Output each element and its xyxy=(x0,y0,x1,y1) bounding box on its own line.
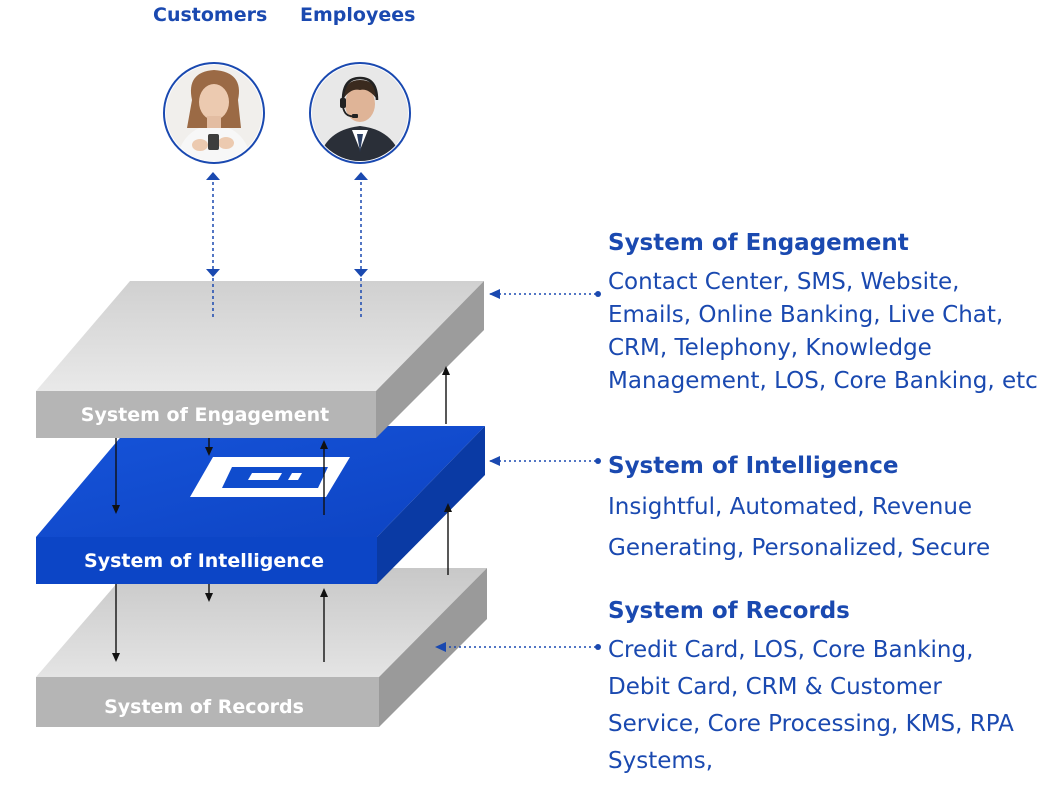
records-description-title: System of Records xyxy=(608,598,850,624)
connector-dots xyxy=(595,291,601,650)
records-slab-label: System of Records xyxy=(104,696,304,718)
flow-arrows xyxy=(112,366,452,662)
engagement-slab-label: System of Engagement xyxy=(81,404,329,426)
records-slab-top xyxy=(36,568,487,677)
engagement-slab-side xyxy=(376,281,484,438)
engagement-slab-front xyxy=(36,391,376,438)
records-slab-side xyxy=(379,568,487,727)
intelligence-slab-side xyxy=(377,426,485,584)
records-description-text: Credit Card, LOS, Core Banking, Debit Ca… xyxy=(608,637,1014,774)
employees-label: Employees xyxy=(300,4,416,26)
engagement-description-title: System of Engagement xyxy=(608,230,909,256)
records-description: System of Records Credit Card, LOS, Core… xyxy=(608,596,1038,780)
customers-connector xyxy=(206,172,220,320)
engagement-slab-top xyxy=(36,281,484,391)
woman-with-phone-avatar xyxy=(163,62,265,164)
chat-card-logo-icon xyxy=(190,457,350,497)
description-connectors xyxy=(435,289,596,652)
intelligence-description: System of Intelligence Insightful, Autom… xyxy=(608,451,1038,569)
intelligence-slab: System of Intelligence xyxy=(36,426,485,584)
intelligence-description-title: System of Intelligence xyxy=(608,453,899,479)
intelligence-slab-label: System of Intelligence xyxy=(84,550,324,572)
persona-connectors xyxy=(206,172,368,320)
records-slab: System of Records xyxy=(36,568,487,727)
employees-connector xyxy=(354,172,368,320)
intelligence-slab-front xyxy=(36,537,377,584)
customers-label: Customers xyxy=(153,4,268,26)
engagement-description: System of Engagement Contact Center, SMS… xyxy=(608,228,1038,398)
intelligence-description-text: Insightful, Automated, Revenue Generatin… xyxy=(608,494,991,561)
engagement-slab: System of Engagement xyxy=(36,281,484,438)
records-slab-front xyxy=(36,677,379,727)
engagement-description-text: Contact Center, SMS, Website, Emails, On… xyxy=(608,269,1038,394)
man-with-headset-avatar xyxy=(309,62,411,164)
